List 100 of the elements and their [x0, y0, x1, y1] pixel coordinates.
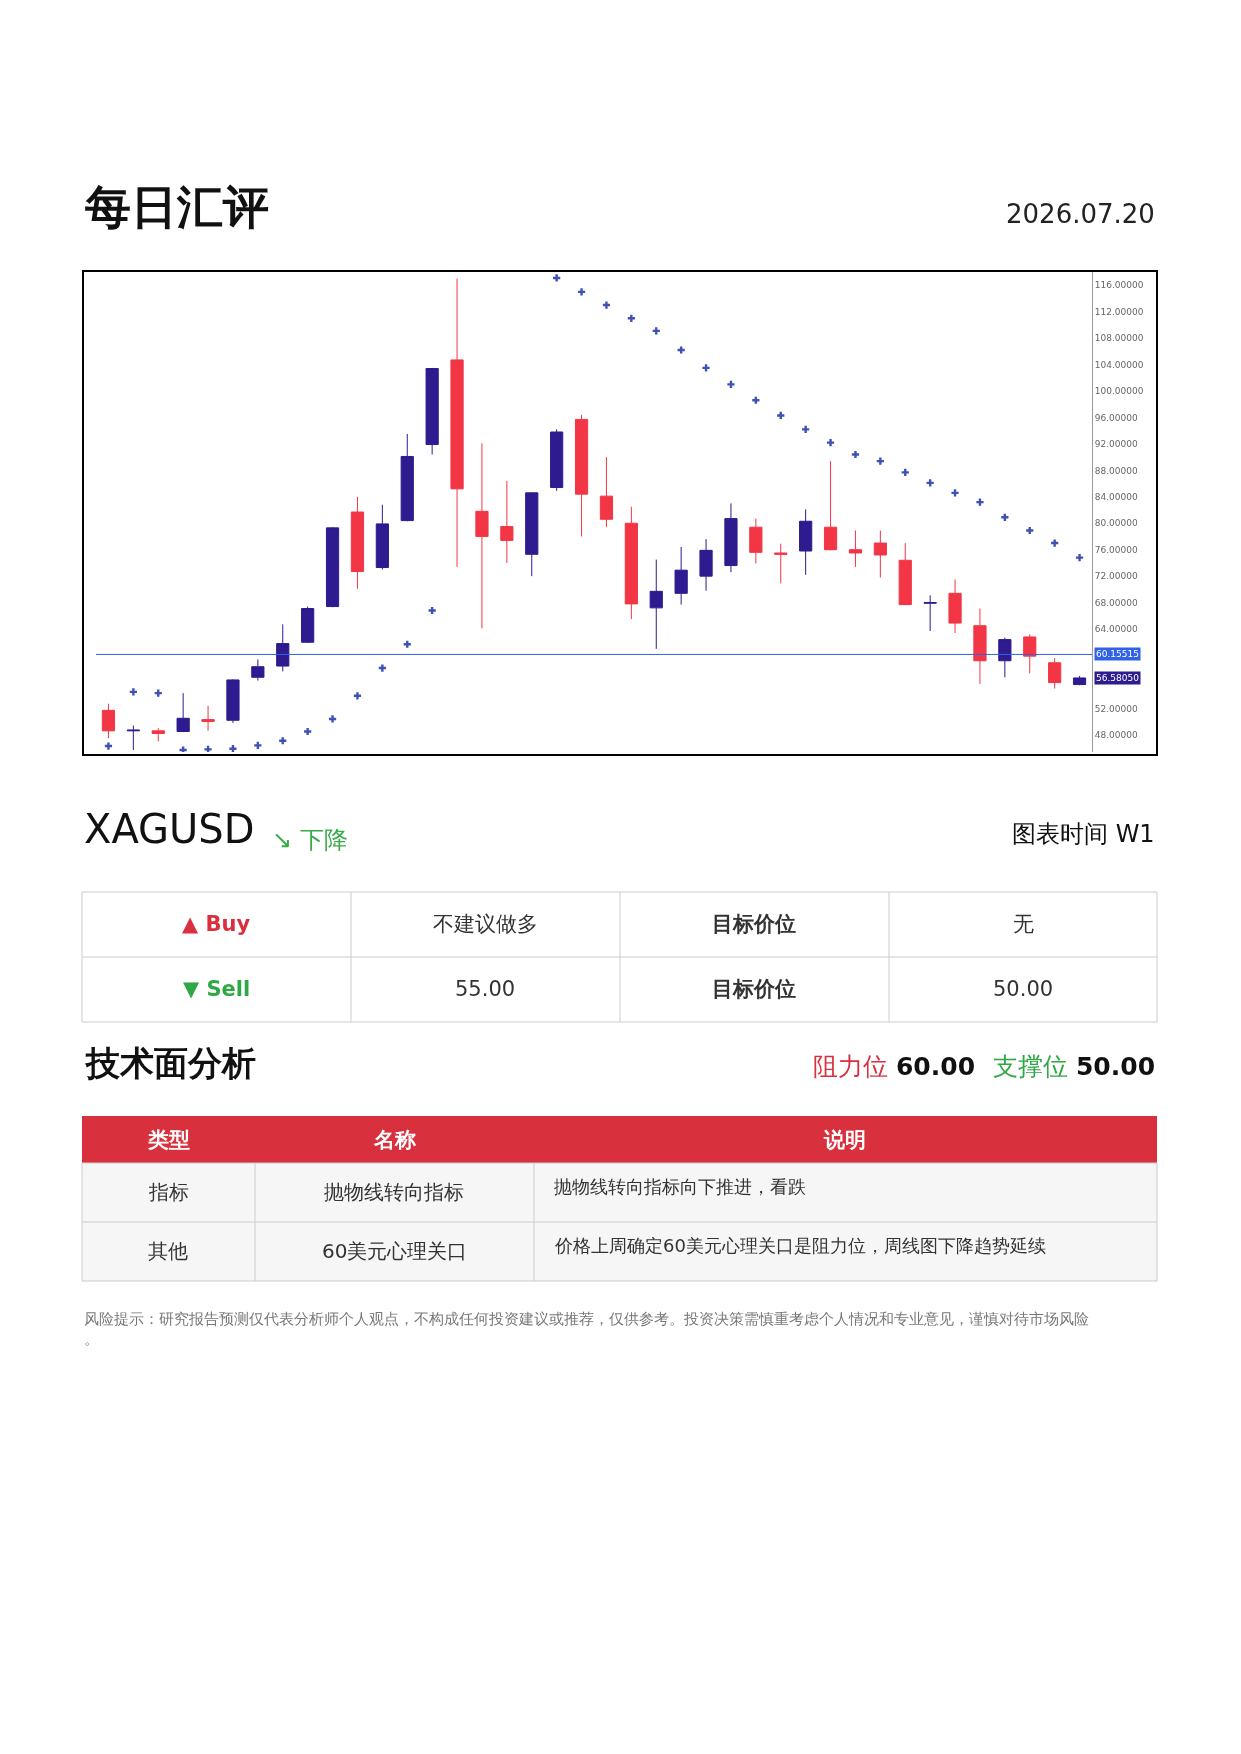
candlestick — [749, 518, 763, 565]
candlestick — [898, 542, 912, 606]
y-tick-label: 68.00000 — [1094, 597, 1139, 608]
candlestick — [151, 727, 165, 742]
candlestick — [998, 637, 1012, 678]
text: 说明 — [823, 1128, 866, 1152]
y-tick-label: 76.00000 — [1094, 544, 1139, 555]
point — [826, 438, 835, 447]
point — [926, 479, 934, 487]
candlestick — [923, 594, 937, 632]
y-tick-label: 64.00000 — [1094, 624, 1139, 635]
point — [304, 727, 312, 736]
candlestick — [1072, 675, 1087, 686]
point — [577, 288, 586, 296]
point — [851, 450, 860, 459]
candlestick — [251, 658, 265, 682]
text: 无 — [1013, 912, 1034, 936]
text: ▼ Sell — [183, 977, 251, 1001]
y-tick-label: 88.00000 — [1094, 465, 1139, 476]
chart-title: 每日汇评 — [84, 180, 269, 234]
candlestick — [400, 433, 414, 522]
candlestick — [276, 623, 290, 672]
point — [378, 664, 386, 672]
y-tick-label: 108.00000 — [1094, 333, 1144, 344]
point — [553, 274, 561, 282]
point — [777, 411, 785, 420]
text: 图表时间 W1 — [1012, 820, 1155, 848]
candlestick — [848, 530, 863, 568]
text: 名称 — [373, 1128, 416, 1152]
text: XAGUSD — [84, 806, 255, 852]
text: 56.58050 — [1096, 673, 1140, 683]
point — [229, 745, 237, 752]
point — [901, 468, 909, 476]
point — [802, 425, 810, 433]
candlestick — [1023, 633, 1037, 674]
point — [104, 742, 113, 750]
candlestick — [450, 278, 464, 568]
y-tick-label: 52.00000 — [1094, 703, 1139, 714]
y-tick-label: 48.00000 — [1094, 729, 1139, 740]
point — [428, 606, 436, 615]
candlestick — [973, 608, 987, 685]
candlestick — [325, 526, 340, 608]
candlestick — [574, 414, 589, 537]
text: 目标价位 — [712, 912, 796, 936]
y-tick-label: 116.00000 — [1094, 280, 1144, 291]
text: 60美元心理关口 — [322, 1239, 468, 1263]
point — [976, 498, 984, 506]
candlestick — [699, 538, 713, 592]
point — [627, 314, 635, 322]
text: 抛物线转向指标 — [324, 1180, 464, 1204]
candlestick — [674, 546, 688, 606]
point — [727, 380, 735, 388]
text: 价格上周确定60美元心理关口是阻力位，周线图下降趋势延续 — [554, 1235, 1046, 1256]
y-tick-label: 104.00000 — [1094, 359, 1144, 370]
text: 不建议做多 — [433, 912, 538, 936]
point — [702, 364, 710, 372]
point — [1026, 526, 1034, 535]
y-tick-label: 96.00000 — [1094, 412, 1139, 423]
point — [602, 301, 611, 309]
candlestick — [375, 504, 389, 571]
candlestick — [948, 578, 962, 634]
ref-line-label: 60.15515 — [1096, 649, 1139, 659]
y-tick-label: 112.00000 — [1094, 306, 1144, 317]
y-tick-label: 100.00000 — [1094, 386, 1144, 397]
candlestick — [475, 442, 489, 629]
y-tick-label: 92.00000 — [1094, 439, 1139, 450]
point — [677, 346, 685, 354]
text: 类型 — [147, 1128, 190, 1152]
candlestick — [126, 725, 140, 751]
candlestick — [873, 530, 887, 578]
point — [204, 745, 212, 752]
candlestick — [350, 496, 365, 590]
point — [353, 692, 362, 700]
candlestick — [176, 692, 190, 733]
text: 抛物线转向指标向下推进，看跌 — [554, 1176, 806, 1197]
text: 其他 — [148, 1239, 188, 1263]
point — [129, 688, 137, 696]
point — [951, 489, 959, 497]
candlestick — [226, 678, 240, 724]
candlestick — [500, 480, 514, 564]
candlestick — [201, 705, 215, 732]
candlestick — [301, 606, 315, 644]
chart-subtitle: 2026.07.20 — [1006, 199, 1155, 229]
y-tick-label: 80.00000 — [1094, 518, 1139, 529]
text: 技术面分析 — [84, 1043, 256, 1083]
candlestick — [425, 367, 439, 455]
candlestick — [525, 491, 539, 577]
text: 指标 — [148, 1180, 189, 1204]
y-tick-label: 72.00000 — [1094, 571, 1139, 582]
y-tick-label: 84.00000 — [1094, 491, 1139, 502]
candlestick — [823, 460, 838, 551]
point — [1075, 554, 1084, 562]
text: 目标价位 — [712, 977, 796, 1001]
candlestick — [101, 703, 116, 739]
text: 支撑位 50.00 — [993, 1052, 1156, 1081]
candlestick — [599, 456, 614, 528]
candlestick — [1048, 657, 1062, 690]
text: 风险提示：研究报告预测仅代表分析师个人观点，不构成任何投资建议或推荐，仅供参考。投资决策需慎重考虑个人情况和专业意见，谨慎对待市场风险。 — [84, 1310, 1089, 1348]
point — [179, 746, 187, 752]
point — [328, 715, 337, 723]
